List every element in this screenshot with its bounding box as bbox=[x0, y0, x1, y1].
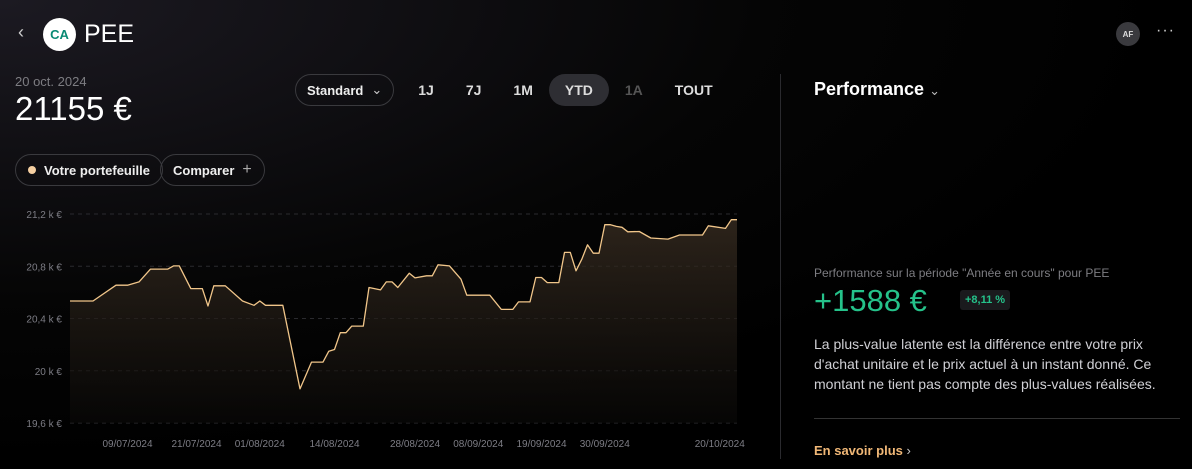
x-tick-label: 21/07/2024 bbox=[171, 439, 221, 450]
performance-value: +1588 € bbox=[814, 283, 927, 318]
tab-ytd[interactable]: YTD bbox=[548, 74, 609, 106]
series-dot-icon bbox=[28, 166, 36, 174]
plus-icon: + bbox=[242, 161, 252, 178]
portfolio-label: Votre portefeuille bbox=[44, 162, 150, 178]
avatar[interactable]: AF bbox=[1116, 22, 1140, 46]
x-tick-label: 01/08/2024 bbox=[235, 439, 285, 450]
y-tick-label: 20,8 k € bbox=[26, 262, 62, 273]
x-tick-label: 28/08/2024 bbox=[390, 439, 440, 450]
more-icon[interactable]: ··· bbox=[1156, 22, 1175, 39]
series-line bbox=[70, 219, 737, 390]
learn-more-label: En savoir plus bbox=[814, 443, 903, 458]
compare-button[interactable]: Comparer + bbox=[160, 154, 265, 186]
performance-subtitle: Performance sur la période "Année en cou… bbox=[814, 266, 1110, 280]
performance-select[interactable]: Performance ⌄ bbox=[814, 79, 940, 100]
value-date: 20 oct. 2024 bbox=[15, 74, 87, 89]
page-title: PEE bbox=[84, 20, 135, 48]
y-tick-label: 20 k € bbox=[35, 367, 63, 378]
tab-1a[interactable]: 1A bbox=[624, 82, 643, 98]
performance-description: La plus-value latente est la différence … bbox=[814, 336, 1156, 392]
portfolio-value: 21155 € bbox=[15, 90, 132, 127]
tab-tout[interactable]: TOUT bbox=[674, 82, 713, 98]
x-tick-label: 08/09/2024 bbox=[453, 439, 503, 450]
separator bbox=[814, 418, 1180, 419]
view-select-label: Standard bbox=[307, 82, 364, 98]
x-tick-label: 20/10/2024 bbox=[695, 439, 745, 450]
x-tick-label: 14/08/2024 bbox=[309, 439, 359, 450]
performance-percent-badge: +8,11 % bbox=[960, 290, 1011, 310]
x-tick-label: 19/09/2024 bbox=[516, 439, 566, 450]
x-tick-label: 09/07/2024 bbox=[102, 439, 152, 450]
x-tick-label: 30/09/2024 bbox=[580, 439, 630, 450]
learn-more-link[interactable]: En savoir plus › bbox=[814, 443, 911, 458]
view-select[interactable]: Standard ⌄ bbox=[295, 74, 395, 106]
tab-1m[interactable]: 1M bbox=[513, 82, 533, 98]
panel-divider bbox=[780, 74, 781, 459]
period-tabs: Standard ⌄ 1J 7J 1M YTD 1A TOUT bbox=[295, 74, 729, 106]
series-area bbox=[70, 219, 737, 423]
bank-logo: CA bbox=[43, 18, 76, 51]
compare-label: Comparer bbox=[173, 162, 235, 178]
chevron-down-icon: ⌄ bbox=[371, 82, 383, 97]
performance-chart[interactable]: 21,2 k € 20,8 k € 20,4 k € 20 k € 19,6 k € 09… bbox=[0, 0, 760, 469]
tab-7j[interactable]: 7J bbox=[465, 82, 482, 98]
y-tick-label: 21,2 k € bbox=[26, 210, 62, 221]
chevron-down-icon: ⌄ bbox=[929, 83, 940, 98]
y-tick-label: 19,6 k € bbox=[26, 419, 62, 430]
chevron-right-icon: › bbox=[906, 443, 911, 458]
tab-1j[interactable]: 1J bbox=[418, 82, 434, 98]
chevron-left-icon[interactable]: ‹ bbox=[18, 22, 24, 42]
y-tick-label: 20,4 k € bbox=[26, 315, 62, 326]
portfolio-legend-button[interactable]: Votre portefeuille bbox=[15, 154, 163, 186]
performance-title: Performance bbox=[814, 79, 925, 99]
